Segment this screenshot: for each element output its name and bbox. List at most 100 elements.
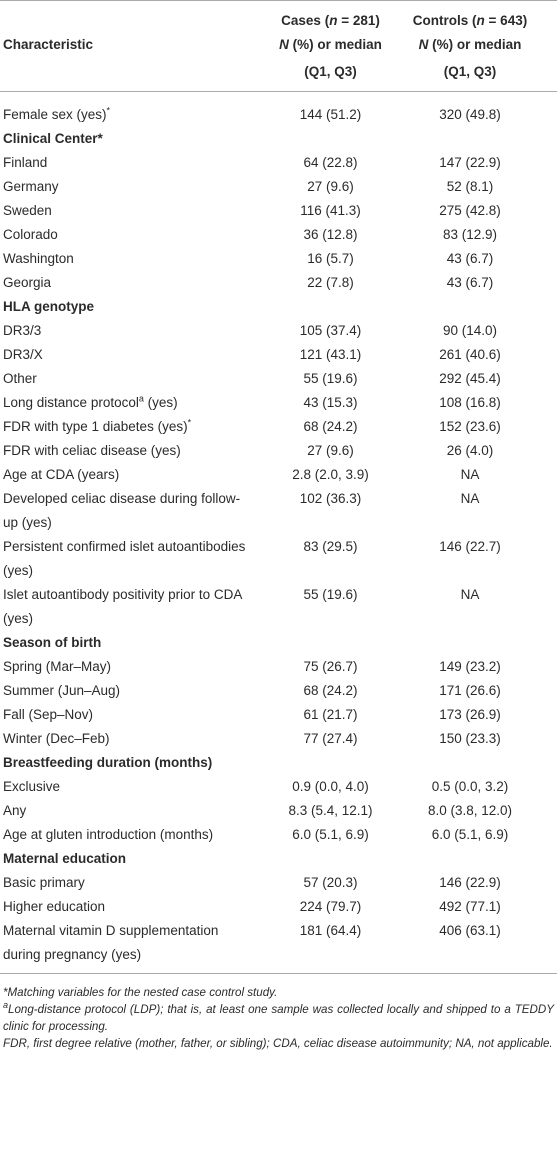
- table-row: Winter (Dec–Feb) 77 (27.4) 150 (23.3): [0, 727, 557, 751]
- footnote: FDR, first degree relative (mother, fath…: [3, 1035, 554, 1052]
- controls-cell: 43 (6.7): [446, 251, 494, 266]
- row-label: Georgia: [3, 275, 52, 290]
- section-label: Maternal education: [3, 851, 127, 866]
- cases-cell: 55 (19.6): [303, 587, 358, 602]
- section-label: HLA genotype: [3, 299, 94, 314]
- table-row: DR3/3 105 (37.4) 90 (14.0): [0, 319, 557, 343]
- row-label: Long distance protocola (yes): [0, 391, 258, 415]
- table-row: Spring (Mar–May) 75 (26.7) 149 (23.2): [0, 655, 557, 679]
- cases-cell: 43 (15.3): [303, 395, 358, 410]
- row-label: Female sex (yes)*: [0, 92, 258, 128]
- cases-cell: 181 (64.4): [258, 919, 403, 974]
- spacer-cell: [537, 919, 557, 974]
- cases-cell: 0.9 (0.0, 4.0): [292, 779, 369, 794]
- controls-cell: 83 (12.9): [442, 227, 498, 242]
- row-label: Germany: [3, 179, 59, 194]
- cases-cell: 2.8 (2.0, 3.9): [292, 467, 369, 482]
- text-run: n: [476, 13, 485, 28]
- subtitle-text: N (%) or median (Q1, Q3): [267, 31, 395, 85]
- spacer-cell: [537, 703, 557, 727]
- cases-cell: 68 (24.2): [303, 419, 358, 434]
- spacer-cell: [537, 271, 557, 295]
- row-label: Exclusive: [3, 779, 61, 794]
- controls-cell: 108 (16.8): [439, 395, 501, 410]
- table-row: Exclusive 0.9 (0.0, 4.0) 0.5 (0.0, 3.2): [0, 775, 557, 799]
- row-label: Age at gluten introduction (months): [3, 827, 214, 842]
- spacer-cell: [537, 391, 557, 415]
- table-row: Persistent confirmed islet autoantibodie…: [0, 535, 557, 583]
- table-row: Age at CDA (years) 2.8 (2.0, 3.9) NA: [0, 463, 557, 487]
- controls-cell: 8.0 (3.8, 12.0): [427, 803, 513, 818]
- cases-cell: 22 (7.8): [307, 275, 354, 290]
- table-row: FDR with celiac disease (yes) 27 (9.6) 26 …: [0, 439, 557, 463]
- table-row: Female sex (yes)* 144 (51.2) 320 (49.8): [0, 92, 557, 128]
- cases-cell: 16 (5.7): [307, 251, 354, 266]
- table-row: Higher education 224 (79.7) 492 (77.1): [0, 895, 557, 919]
- subtitle-text: N (%) or median (Q1, Q3): [407, 31, 533, 85]
- spacer-cell: [537, 463, 557, 487]
- controls-cell: 90 (14.0): [442, 323, 498, 338]
- cases-cell: 57 (20.3): [303, 875, 358, 890]
- controls-cell: 146 (22.7): [439, 539, 501, 554]
- table-row: Germany 27 (9.6) 52 (8.1): [0, 175, 557, 199]
- row-label: Persistent confirmed islet autoantibodie…: [3, 539, 246, 578]
- cases-cell: 64 (22.8): [303, 155, 358, 170]
- spacer-cell: [537, 199, 557, 223]
- cases-cell: 68 (24.2): [303, 683, 358, 698]
- cases-cell: 83 (29.5): [303, 539, 358, 554]
- footnote: aLong-distance protocol (LDP); that is, …: [3, 1001, 554, 1035]
- table-figure: Cases (n = 281) Controls (n = 643) Charac…: [0, 0, 557, 1052]
- cases-cell: 75 (26.7): [303, 659, 358, 674]
- table-row: Sweden 116 (41.3) 275 (42.8): [0, 199, 557, 223]
- table-row: Washington 16 (5.7) 43 (6.7): [0, 247, 557, 271]
- controls-cell: 150 (23.3): [439, 731, 501, 746]
- row-label: Finland: [3, 155, 48, 170]
- table-body: Female sex (yes)* 144 (51.2) 320 (49.8) Cli…: [0, 92, 557, 974]
- text-run: *: [187, 417, 192, 428]
- spacer-cell: [537, 415, 557, 439]
- text-run: n: [329, 13, 338, 28]
- section-row: Maternal education: [0, 847, 557, 871]
- text-run: (yes): [143, 395, 178, 410]
- spacer-cell: [537, 343, 557, 367]
- spacer-cell: [537, 535, 557, 583]
- table-row: DR3/X 121 (43.1) 261 (40.6): [0, 343, 557, 367]
- table-row: Finland 64 (22.8) 147 (22.9): [0, 151, 557, 175]
- spacer-cell: [537, 727, 557, 751]
- spacer-cell: [537, 175, 557, 199]
- column-title: Controls (n = 643): [403, 0, 537, 31]
- spacer-cell: [537, 151, 557, 175]
- controls-cell: NA: [460, 587, 480, 602]
- row-label: Winter (Dec–Feb): [3, 731, 110, 746]
- row-label: Colorado: [3, 227, 58, 242]
- table-row: Any 8.3 (5.4, 12.1) 8.0 (3.8, 12.0): [0, 799, 557, 823]
- text-run: Long distance protocol: [3, 395, 139, 410]
- controls-cell: NA: [460, 491, 480, 506]
- table-header: Cases (n = 281) Controls (n = 643) Charac…: [0, 0, 557, 92]
- controls-cell: 52 (8.1): [446, 179, 494, 194]
- cases-cell: 144 (51.2): [299, 107, 362, 122]
- header-cell: [537, 31, 557, 92]
- row-label: Age at CDA (years): [3, 467, 120, 482]
- spacer-cell: [537, 223, 557, 247]
- row-label: Fall (Sep–Nov): [3, 707, 94, 722]
- controls-cell: 292 (45.4): [439, 371, 501, 386]
- section-row: Clinical Center*: [0, 127, 557, 151]
- header-cell: [537, 0, 557, 31]
- row-label: Other: [3, 371, 37, 386]
- spacer-cell: [537, 871, 557, 895]
- table-row: Age at gluten introduction (months) 6.0 (…: [0, 823, 557, 847]
- text-run: Controls (: [412, 13, 477, 28]
- table-row: Georgia 22 (7.8) 43 (6.7): [0, 271, 557, 295]
- column-subtitle: N (%) or median (Q1, Q3): [403, 31, 537, 92]
- controls-cell: NA: [460, 467, 480, 482]
- controls-cell: 406 (63.1): [403, 919, 537, 974]
- text-run: a: [138, 393, 144, 404]
- controls-cell: 147 (22.9): [439, 155, 501, 170]
- row-label: FDR with celiac disease (yes): [3, 443, 181, 458]
- cases-cell: 105 (37.4): [299, 323, 362, 338]
- row-label: FDR with type 1 diabetes (yes)*: [0, 415, 258, 439]
- text-run: Long-distance protocol (LDP); that is, a…: [3, 1003, 554, 1033]
- spacer-cell: [537, 367, 557, 391]
- row-label: Basic primary: [3, 875, 85, 890]
